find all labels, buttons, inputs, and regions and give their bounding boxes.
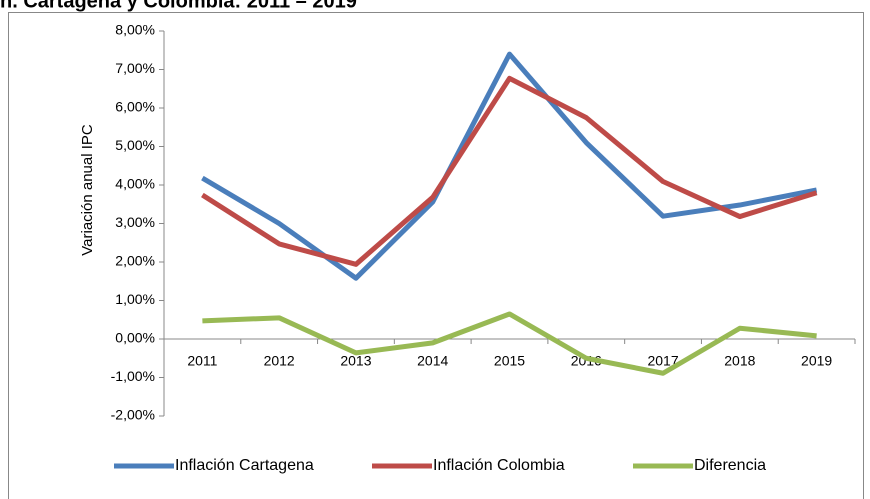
y-tick-label: 8,00% [115, 22, 155, 38]
y-tick-label: 2,00% [115, 253, 155, 269]
y-tick-label: 5,00% [115, 137, 155, 153]
legend-label: Diferencia [694, 457, 766, 474]
y-axis-title: Variación anual IPC [79, 124, 96, 256]
y-tick-label: -1,00% [111, 368, 155, 384]
x-tick-label: 2014 [417, 353, 448, 369]
y-tick-label: 3,00% [115, 214, 155, 230]
x-tick-label: 2019 [801, 353, 832, 369]
y-tick-label: 4,00% [115, 176, 155, 192]
y-tick-label: 7,00% [115, 60, 155, 76]
x-tick-label: 2012 [264, 353, 295, 369]
y-tick-label: 6,00% [115, 99, 155, 115]
legend-label: Inflación Colombia [433, 457, 565, 474]
legend-label: Inflación Cartagena [175, 457, 314, 474]
chart-border [8, 12, 864, 499]
series-line [201, 75, 818, 267]
x-tick-label: 2013 [340, 353, 371, 369]
y-tick-label: -2,00% [111, 407, 155, 423]
y-tick-label: 1,00% [115, 291, 155, 307]
y-tick-label: 0,00% [115, 330, 155, 346]
x-tick-label: 2017 [647, 353, 678, 369]
x-tick-label: 2011 [187, 353, 217, 369]
x-tick-label: 2018 [724, 353, 755, 369]
series-line [201, 51, 818, 281]
chart-title: n. Cartagena y Colombia: 2011 – 2019 [0, 0, 357, 12]
x-tick-label: 2015 [494, 353, 525, 369]
series-line [202, 311, 817, 376]
